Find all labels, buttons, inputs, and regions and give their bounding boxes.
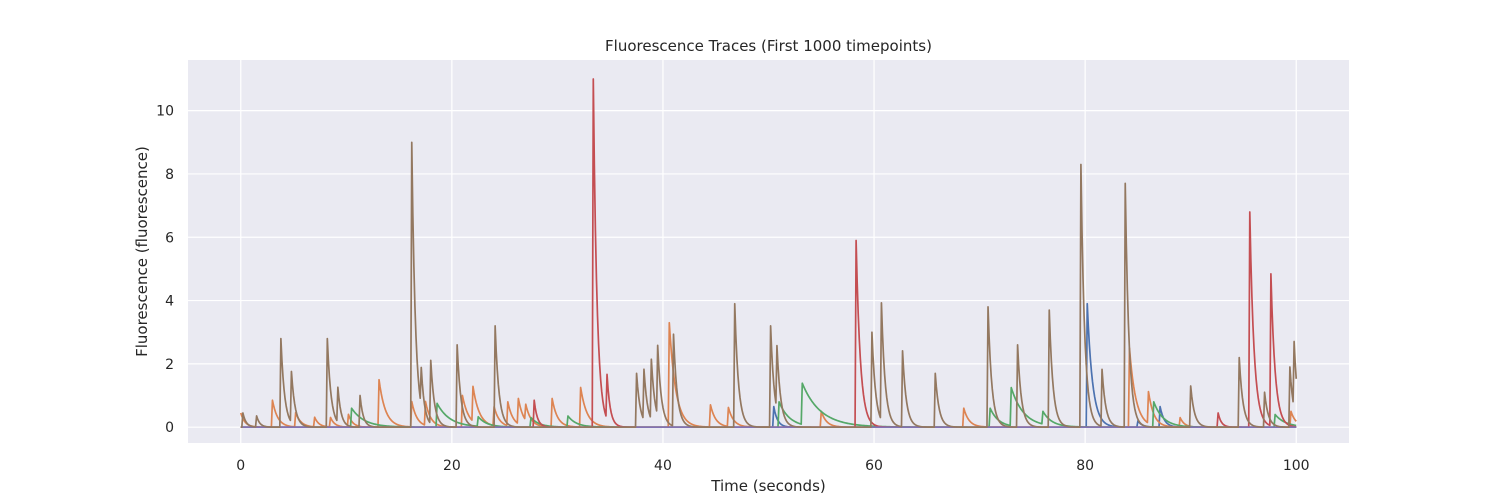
tick-labels: 0 20 40 60 80 100 0 2 4 6 8 10 [156,104,1309,474]
x-axis-label: Time (seconds) [710,477,826,495]
y-tick-label: 2 [165,357,174,373]
plot-area [188,60,1349,443]
series-layer [239,78,1298,429]
x-tick-label: 20 [443,458,461,474]
x-tick-label: 100 [1283,458,1310,474]
x-tick-label: 80 [1076,458,1094,474]
y-tick-label: 0 [165,420,174,436]
series-line-trace-6 [240,141,1298,429]
x-tick-label: 0 [236,458,245,474]
y-tick-label: 4 [165,294,174,310]
y-tick-label: 10 [156,104,174,120]
x-tick-label: 60 [865,458,883,474]
y-axis-label: Fluorescence (fluorescence) [133,146,151,357]
y-tick-label: 8 [165,167,174,183]
y-tick-label: 6 [165,230,174,246]
chart-title: Fluorescence Traces (First 1000 timepoin… [605,37,932,55]
x-tick-label: 40 [654,458,672,474]
